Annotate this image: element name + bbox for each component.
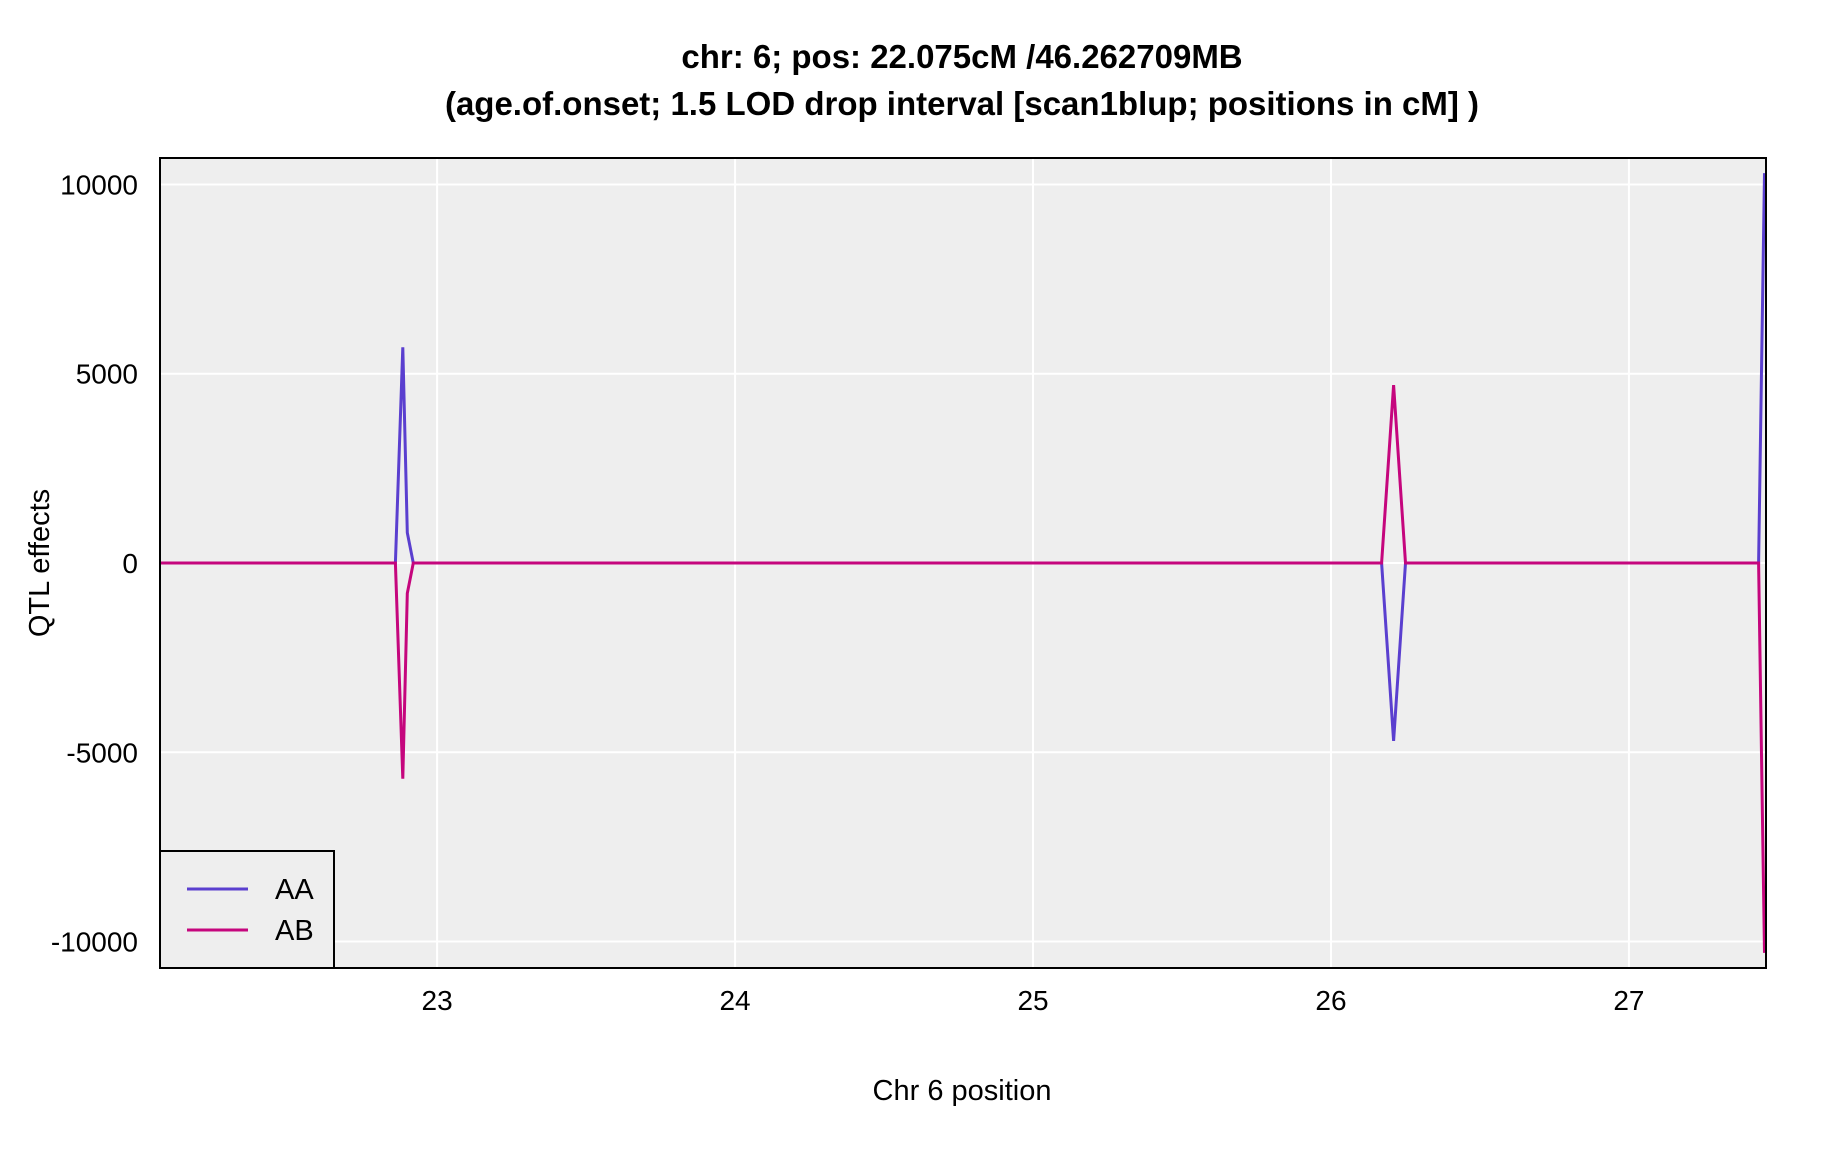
chart-subtitle: (age.of.onset; 1.5 LOD drop interval [sc… [445, 85, 1479, 122]
x-tick-label: 26 [1315, 985, 1346, 1016]
y-tick-label: 5000 [76, 359, 138, 390]
series-lines [160, 173, 1766, 953]
plot-area [159, 157, 1767, 969]
y-tick-label: 0 [122, 548, 138, 579]
x-axis-label: Chr 6 position [873, 1075, 1052, 1107]
x-tick-label: 27 [1613, 985, 1644, 1016]
x-tick-label: 24 [719, 985, 750, 1016]
series-line-ab [160, 384, 1766, 953]
y-axis-ticks: -10000 -5000 0 5000 10000 [51, 169, 138, 957]
x-tick-label: 23 [422, 985, 453, 1016]
x-tick-label: 25 [1017, 985, 1048, 1016]
y-tick-label: 10000 [60, 169, 138, 200]
x-axis-ticks: 23 24 25 26 27 [422, 985, 1645, 1016]
y-tick-label: -5000 [66, 737, 138, 768]
legend-box [159, 850, 335, 969]
y-axis-label: QTL effects [24, 489, 56, 637]
legend: AA AB [159, 850, 335, 969]
legend-label-ab: AB [275, 915, 314, 947]
plot-border [159, 157, 1767, 969]
legend-label-aa: AA [275, 874, 314, 906]
chart-title: chr: 6; pos: 22.075cM /46.262709MB [681, 38, 1242, 75]
y-tick-label: -10000 [51, 927, 138, 958]
